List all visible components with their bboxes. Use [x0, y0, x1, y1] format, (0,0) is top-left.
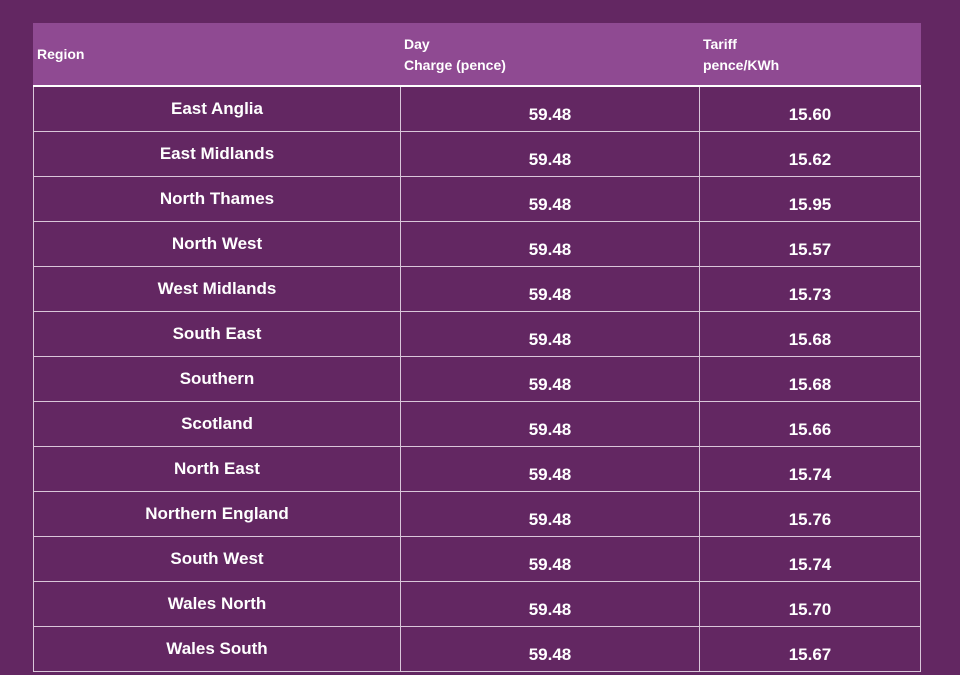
table-row: East Anglia 59.48 15.60 — [34, 87, 920, 132]
header-day-charge: Day Charge (pence) — [400, 23, 699, 85]
tariff-cell: 15.57 — [788, 240, 832, 259]
day-charge-cell: 59.48 — [401, 492, 700, 536]
table-row: South East 59.48 15.68 — [34, 312, 920, 357]
tariff-cell: 15.67 — [788, 645, 832, 664]
day-charge-cell: 59.48 — [401, 177, 700, 221]
day-charge-cell: 59.48 — [401, 87, 700, 131]
table-body: East Anglia 59.48 15.60 East Midlands 59… — [33, 87, 921, 672]
region-cell: South West — [34, 537, 401, 581]
header-day-charge-line1: Day — [404, 36, 430, 52]
region-cell: East Midlands — [34, 132, 401, 176]
tariff-cell: 15.70 — [788, 600, 832, 619]
tariff-cell: 15.95 — [788, 195, 832, 214]
day-charge-cell: 59.48 — [401, 267, 700, 311]
day-charge-cell: 59.48 — [401, 627, 700, 671]
day-charge-cell: 59.48 — [401, 447, 700, 491]
table-row: North Thames 59.48 15.95 — [34, 177, 920, 222]
region-cell: Wales North — [34, 582, 401, 626]
table-row: North East 59.48 15.74 — [34, 447, 920, 492]
day-charge-cell: 59.48 — [401, 222, 700, 266]
tariff-table: Region Day Charge (pence) Tariff pence/K… — [33, 23, 921, 672]
region-cell: North Thames — [34, 177, 401, 221]
table-row: West Midlands 59.48 15.73 — [34, 267, 920, 312]
region-cell: Southern — [34, 357, 401, 401]
region-cell: West Midlands — [34, 267, 401, 311]
day-charge-cell: 59.48 — [401, 132, 700, 176]
header-region-label: Region — [37, 45, 85, 62]
tariff-cell: 15.62 — [788, 150, 832, 169]
table-row: Scotland 59.48 15.66 — [34, 402, 920, 447]
table-row: Wales South 59.48 15.67 — [34, 627, 920, 672]
region-cell: North West — [34, 222, 401, 266]
tariff-cell: 15.60 — [788, 105, 832, 124]
table-row: South West 59.48 15.74 — [34, 537, 920, 582]
day-charge-cell: 59.48 — [401, 537, 700, 581]
day-charge-cell: 59.48 — [401, 357, 700, 401]
table-row: Wales North 59.48 15.70 — [34, 582, 920, 627]
header-tariff-line2: pence/KWh — [703, 57, 780, 73]
header-day-charge-line2: Charge (pence) — [404, 57, 506, 73]
tariff-cell: 15.68 — [788, 375, 832, 394]
day-charge-cell: 59.48 — [401, 312, 700, 356]
table-row: North West 59.48 15.57 — [34, 222, 920, 267]
header-region: Region — [33, 23, 400, 85]
tariff-cell: 15.73 — [788, 285, 832, 304]
region-cell: North East — [34, 447, 401, 491]
day-charge-cell: 59.48 — [401, 582, 700, 626]
region-cell: Scotland — [34, 402, 401, 446]
header-tariff: Tariff pence/KWh — [699, 23, 921, 85]
header-tariff-line1: Tariff — [703, 36, 737, 52]
tariff-cell: 15.74 — [788, 465, 832, 484]
region-cell: Northern England — [34, 492, 401, 536]
day-charge-cell: 59.48 — [401, 402, 700, 446]
table-row: Northern England 59.48 15.76 — [34, 492, 920, 537]
tariff-cell: 15.74 — [788, 555, 832, 574]
region-cell: Wales South — [34, 627, 401, 671]
tariff-cell: 15.66 — [788, 420, 832, 439]
region-cell: East Anglia — [34, 87, 401, 131]
tariff-cell: 15.76 — [788, 510, 832, 529]
table-row: East Midlands 59.48 15.62 — [34, 132, 920, 177]
table-row: Southern 59.48 15.68 — [34, 357, 920, 402]
region-cell: South East — [34, 312, 401, 356]
tariff-cell: 15.68 — [788, 330, 832, 349]
table-header-row: Region Day Charge (pence) Tariff pence/K… — [33, 23, 921, 87]
